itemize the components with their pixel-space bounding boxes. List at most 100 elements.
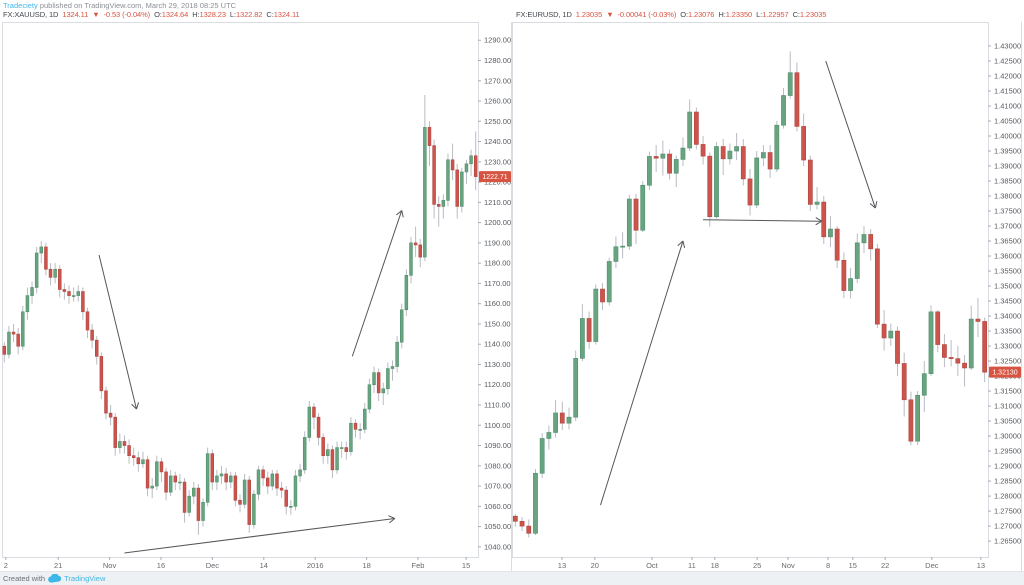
price-tick-label: 1230.00 [484, 157, 511, 166]
price-tick-label: 1090.00 [484, 441, 511, 450]
tradingview-link[interactable]: TradingView [64, 574, 106, 583]
candle-up [367, 384, 372, 410]
candle-up [409, 242, 413, 276]
time-tick-label: Nov [103, 561, 117, 570]
price-tick-label: 1.37500 [994, 207, 1021, 216]
candle-down [450, 159, 455, 171]
candle-up [553, 412, 558, 433]
price-change: -0.53 (-0.04%) [103, 9, 151, 19]
time-tick-label: Feb [412, 561, 425, 570]
high-label: H: [192, 9, 200, 19]
open-label: O: [680, 9, 688, 19]
price-tick-label: 1040.00 [484, 542, 511, 551]
price-tick-label: 1.33500 [994, 327, 1021, 336]
time-tick-label: 13 [977, 561, 985, 570]
candle-down [122, 441, 127, 446]
symbol-label: FX:EURUSD, 1D [516, 9, 572, 19]
candle-down [895, 330, 900, 364]
candles-group [512, 51, 988, 538]
candle-down [667, 153, 672, 174]
price-tick-label: 1.42000 [994, 72, 1021, 81]
time-tick-label: 2 [4, 561, 8, 570]
candle-down [693, 111, 699, 145]
price-tick-label: 1.28500 [994, 477, 1021, 486]
price-tick-label: 1.36500 [994, 237, 1021, 246]
candle-up [469, 155, 473, 165]
price-tick-label: 1.37000 [994, 222, 1021, 231]
candle-down [312, 406, 316, 418]
candle-up [423, 127, 427, 258]
price-tick-label: 1140.00 [484, 340, 511, 349]
candle-up [349, 422, 353, 452]
candle-down [455, 169, 459, 207]
close-value: 1.23035 [799, 9, 827, 19]
price-tick-label: 1.33000 [994, 342, 1021, 351]
time-tick-label: Oct [646, 561, 659, 570]
tradingview-cloud-icon [48, 574, 62, 583]
candle-up [546, 432, 552, 439]
plot-border [512, 22, 989, 558]
last-price-tag [989, 366, 1021, 378]
candle-up [76, 291, 80, 296]
candle-down [821, 201, 827, 238]
xauusd-candlestick-chart[interactable]: 1290.00 1280.00 1270.00 1260.00 1250.00 1240.… [2, 22, 512, 571]
candle-up [861, 234, 867, 244]
time-tick-label: 15 [462, 561, 470, 570]
price-tick-label: 1280.00 [484, 56, 511, 65]
candle-up [205, 453, 210, 503]
price-tick-label: 1050.00 [484, 522, 511, 531]
candle-down [975, 318, 981, 322]
last-price: 1324.11 [62, 9, 89, 19]
trend-arrow [825, 60, 878, 209]
candle-down [767, 152, 773, 170]
candle-up [828, 228, 833, 238]
candle-up [533, 472, 538, 534]
time-tick-label: 22 [881, 561, 889, 570]
open-value: 1324.64 [161, 9, 189, 19]
candle-up [358, 429, 362, 431]
candle-down [526, 525, 532, 534]
legend-eurusd: FX:EURUSD, 1D 1.23035 ▼ -0.00041 (-0.03%… [516, 10, 828, 19]
candle-down [113, 416, 117, 448]
time-tick-label: 20 [591, 561, 599, 570]
last-price-tag-label: 1.32130 [992, 370, 1017, 377]
price-tick-label: 1.35000 [994, 282, 1021, 291]
author-link[interactable]: Tradeciety [3, 1, 38, 10]
price-tick-label: 1130.00 [484, 360, 511, 369]
candle-down [233, 475, 238, 501]
price-tick-label: 1150.00 [484, 319, 511, 328]
candle-down [316, 416, 321, 438]
candle-down [321, 437, 325, 456]
time-tick-label: 15 [849, 561, 857, 570]
candle-down [108, 412, 113, 418]
candle-down [85, 311, 90, 331]
candle-up [446, 159, 450, 201]
candle-down [173, 475, 178, 483]
price-tick-label: 1210.00 [484, 198, 511, 207]
price-tick-label: 1200.00 [484, 218, 511, 227]
price-tick-label: 1.34500 [994, 297, 1021, 306]
candle-up [573, 358, 579, 418]
price-tick-label: 1080.00 [484, 461, 511, 470]
candle-down [948, 357, 954, 359]
candle-up [187, 495, 191, 513]
candle-up [390, 366, 395, 369]
candle-up [928, 311, 934, 374]
plot-border [2, 22, 479, 558]
price-tick-label: 1.41000 [994, 102, 1021, 111]
price-tick-label: 1.38500 [994, 177, 1021, 186]
eurusd-candlestick-chart[interactable]: 1.43000 1.42500 1.42000 1.41500 1.41000 1.405… [512, 22, 1022, 571]
candle-down [473, 155, 478, 177]
candle-down [11, 331, 16, 335]
candle-up [687, 111, 693, 149]
candle-up [289, 506, 293, 508]
time-tick-label: 18 [362, 561, 370, 570]
candle-up [386, 368, 390, 390]
candle-up [404, 275, 409, 311]
candle-up [21, 311, 25, 347]
price-tick-label: 1250.00 [484, 117, 511, 126]
price-tick-label: 1.32500 [994, 357, 1021, 366]
candle-up [256, 469, 261, 495]
candle-up [302, 437, 307, 471]
price-tick-label: 1.29500 [994, 447, 1021, 456]
